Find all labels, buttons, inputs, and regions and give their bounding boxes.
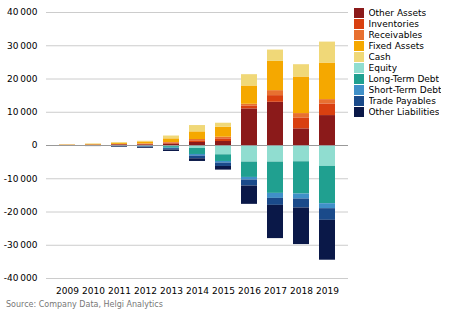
svg-text:-30 000: -30 000 — [4, 240, 38, 250]
html-text:Cash: Cash — [368, 52, 391, 62]
svg-text:-40 000: -40 000 — [4, 273, 38, 283]
svg-text:10 000: 10 000 — [7, 107, 38, 117]
html-text:Trade Payables: Trade Payables — [368, 96, 436, 106]
svg-text:2016: 2016 — [238, 286, 261, 296]
svg-text:-10 000: -10 000 — [4, 174, 38, 184]
html-text:Equity: Equity — [368, 63, 397, 73]
html-text:Long-Term Debt: Long-Term Debt — [368, 74, 440, 84]
html-text:Source: Company Data, Helgi An: Source: Company Data, Helgi Analytics — [6, 300, 163, 309]
svg-text:2015: 2015 — [212, 286, 235, 296]
svg-text:20 000: 20 000 — [7, 74, 38, 84]
svg-text:2011: 2011 — [108, 286, 131, 296]
svg-text:2009: 2009 — [56, 286, 79, 296]
svg-text:2014: 2014 — [186, 286, 209, 296]
svg-text:2010: 2010 — [82, 286, 105, 296]
html-text:Fixed Assets: Fixed Assets — [368, 41, 424, 51]
html-text:Inventories: Inventories — [368, 19, 419, 29]
svg-text:2018: 2018 — [290, 286, 313, 296]
svg-text:2013: 2013 — [160, 286, 183, 296]
svg-text:40 000: 40 000 — [7, 7, 38, 17]
html-text:Other Assets: Other Assets — [368, 8, 427, 18]
svg-text:2017: 2017 — [264, 286, 287, 296]
svg-text:2012: 2012 — [134, 286, 157, 296]
svg-text:30 000: 30 000 — [7, 41, 38, 51]
svg-text:0: 0 — [32, 140, 38, 150]
html-text:Short-Term Debt: Short-Term Debt — [368, 85, 442, 95]
svg-text:2019: 2019 — [316, 286, 339, 296]
svg-text:-20 000: -20 000 — [4, 207, 38, 217]
html-text:Other Liabilities: Other Liabilities — [368, 107, 440, 117]
html-text:Receivables: Receivables — [368, 30, 423, 40]
